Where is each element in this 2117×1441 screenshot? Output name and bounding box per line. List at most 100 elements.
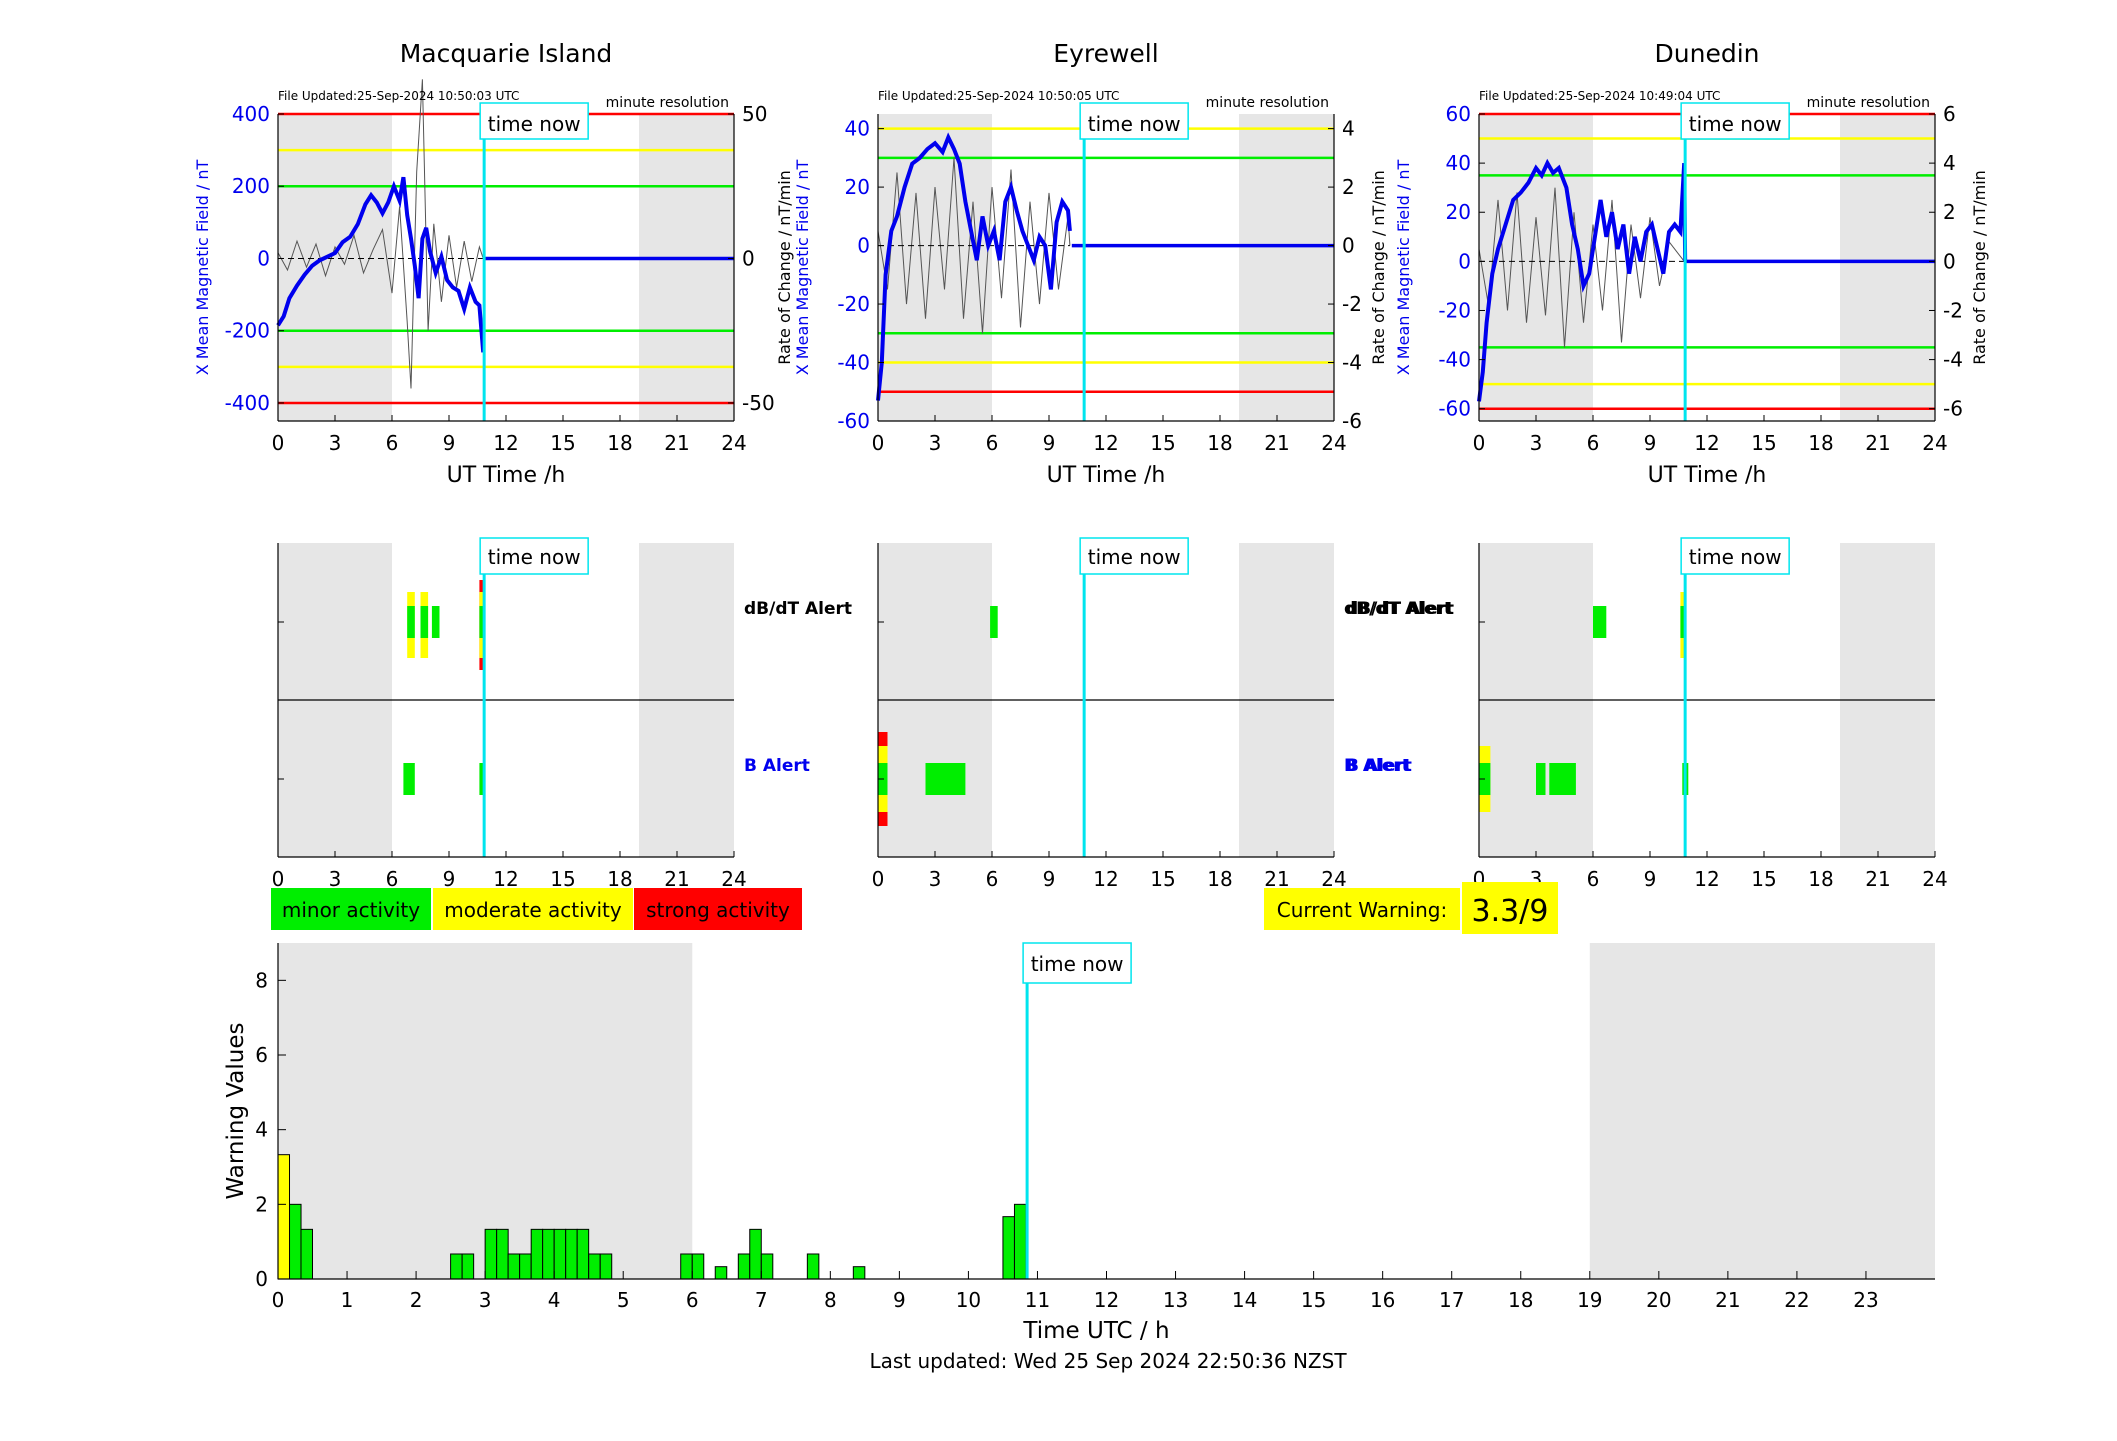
x-tick-label: 1 [341, 1288, 354, 1312]
y-tick-label: 6 [255, 1043, 268, 1067]
x-tick-label: 0 [872, 867, 885, 891]
time-now-label: time now [1088, 545, 1181, 569]
y-tick-label: 2 [255, 1192, 268, 1216]
x-tick-label: 21 [664, 867, 689, 891]
dbdt-alert-label: dB/dT Alert [1346, 599, 1454, 619]
x-tick-label: 6 [1587, 867, 1600, 891]
x-tick-label: 21 [1264, 431, 1289, 455]
x-tick-label: 9 [893, 1288, 906, 1312]
x-tick-label: 14 [1232, 1288, 1257, 1312]
time-now-label: time now [1031, 952, 1124, 976]
x-tick-label: 18 [1207, 431, 1232, 455]
station-plot-2: Eyrewell time now File Updated:25-Sep-2024… [775, 39, 1388, 488]
warning-bar [749, 1228, 762, 1280]
resolution-text: minute resolution [606, 95, 729, 111]
time-now-label: time now [1689, 112, 1782, 136]
time-now-label: time now [488, 112, 581, 136]
warning-bar [553, 1228, 567, 1280]
time-now-box [1079, 102, 1189, 140]
x-tick-label: 23 [1853, 1288, 1878, 1312]
x-tick-label: 6 [686, 1288, 699, 1312]
left-axis-label: X Mean Magnetic Field / nT [1394, 160, 1413, 376]
x-tick-label: 12 [1093, 431, 1118, 455]
x-tick-label: 9 [443, 431, 456, 455]
x-tick-label: 18 [607, 867, 632, 891]
right-tick-label: -50 [742, 391, 775, 415]
right-tick-label: -2 [1342, 292, 1362, 316]
legend-moderate-swatch [433, 888, 633, 930]
warning-bar [714, 1266, 728, 1280]
time-now-box [479, 102, 589, 140]
x-tick-label: 15 [1751, 431, 1776, 455]
x-tick-label: 24 [1922, 867, 1947, 891]
warning-bar [576, 1228, 590, 1280]
x-tick-label: 5 [617, 1288, 630, 1312]
rate-of-change-trace [277, 79, 484, 389]
left-tick-label: 400 [232, 102, 270, 126]
x-tick-label: 6 [986, 431, 999, 455]
dbdt-alert-label: dB/dT Alert [744, 599, 852, 619]
resolution-text: minute resolution [1807, 95, 1930, 111]
night-shade [278, 943, 693, 1279]
x-tick-label: 0 [1473, 431, 1486, 455]
file-updated-text: File Updated:25-Sep-2024 10:49:04 UTC [1479, 89, 1720, 103]
dbdt-alert-green [431, 606, 440, 638]
warning-bar [691, 1253, 705, 1280]
current-warning-label: Current Warning: [1277, 898, 1447, 922]
left-tick-label: 200 [232, 174, 270, 198]
right-tick-label: 0 [1943, 249, 1956, 273]
x-tick-label: 22 [1784, 1288, 1809, 1312]
x-axis-label: Time UTC / h [1022, 1318, 1169, 1344]
left-tick-label: -400 [225, 391, 270, 415]
x-tick-label: 24 [721, 431, 746, 455]
x-tick-label: 3 [1530, 431, 1543, 455]
time-now-label: time now [1088, 112, 1181, 136]
mean-field-trace [876, 132, 1072, 401]
x-tick-label: 0 [872, 431, 885, 455]
right-tick-label: 2 [1943, 200, 1956, 224]
rate-axis-label: Rate of Change / nT/min [775, 170, 794, 365]
x-axis-label: UT Time /h [1648, 463, 1767, 488]
warning-bar [507, 1253, 521, 1280]
x-tick-label: 24 [1321, 431, 1346, 455]
night-shade [878, 114, 992, 421]
x-tick-label: 13 [1163, 1288, 1188, 1312]
x-tick-label: 18 [1508, 1288, 1533, 1312]
night-shade [1239, 114, 1334, 421]
left-tick-label: 0 [857, 234, 870, 258]
x-tick-label: 8 [824, 1288, 837, 1312]
x-tick-label: 12 [493, 867, 518, 891]
left-tick-label: 0 [1458, 249, 1471, 273]
x-tick-label: 6 [1587, 431, 1600, 455]
current-warning-box [1264, 888, 1460, 930]
left-tick-label: -20 [1438, 298, 1471, 322]
x-tick-label: 24 [721, 867, 746, 891]
left-tick-label: -60 [837, 409, 870, 433]
x-tick-label: 9 [1644, 431, 1657, 455]
x-tick-label: 18 [1207, 867, 1232, 891]
x-axis-label: UT Time /h [1047, 463, 1166, 488]
x-tick-label: 3 [929, 867, 942, 891]
warning-bar [806, 1253, 820, 1280]
x-tick-label: 12 [1093, 867, 1118, 891]
alert-panel-1: time now 0 3 6 9 12 15 18 21 24 dB/dT Alert B Alert [272, 537, 852, 891]
warning-bar [277, 1154, 291, 1280]
legend-strong-label: strong activity [646, 898, 790, 922]
warning-bar [450, 1253, 463, 1280]
x-tick-label: 15 [1301, 1288, 1326, 1312]
x-tick-label: 18 [607, 431, 632, 455]
right-tick-label: 50 [742, 102, 767, 126]
right-tick-label: 4 [1943, 151, 1956, 175]
time-now-box [1022, 942, 1132, 984]
time-now-box [1079, 537, 1189, 575]
right-tick-label: -4 [1943, 348, 1963, 372]
y-axis-label: Warning Values [223, 1022, 249, 1199]
left-axis-label: X Mean Magnetic Field / nT [793, 160, 812, 376]
left-tick-label: 0 [257, 246, 270, 270]
x-tick-label: 9 [443, 867, 456, 891]
night-shade [639, 114, 734, 421]
x-tick-label: 24 [1321, 867, 1346, 891]
x-tick-label: 18 [1808, 431, 1833, 455]
